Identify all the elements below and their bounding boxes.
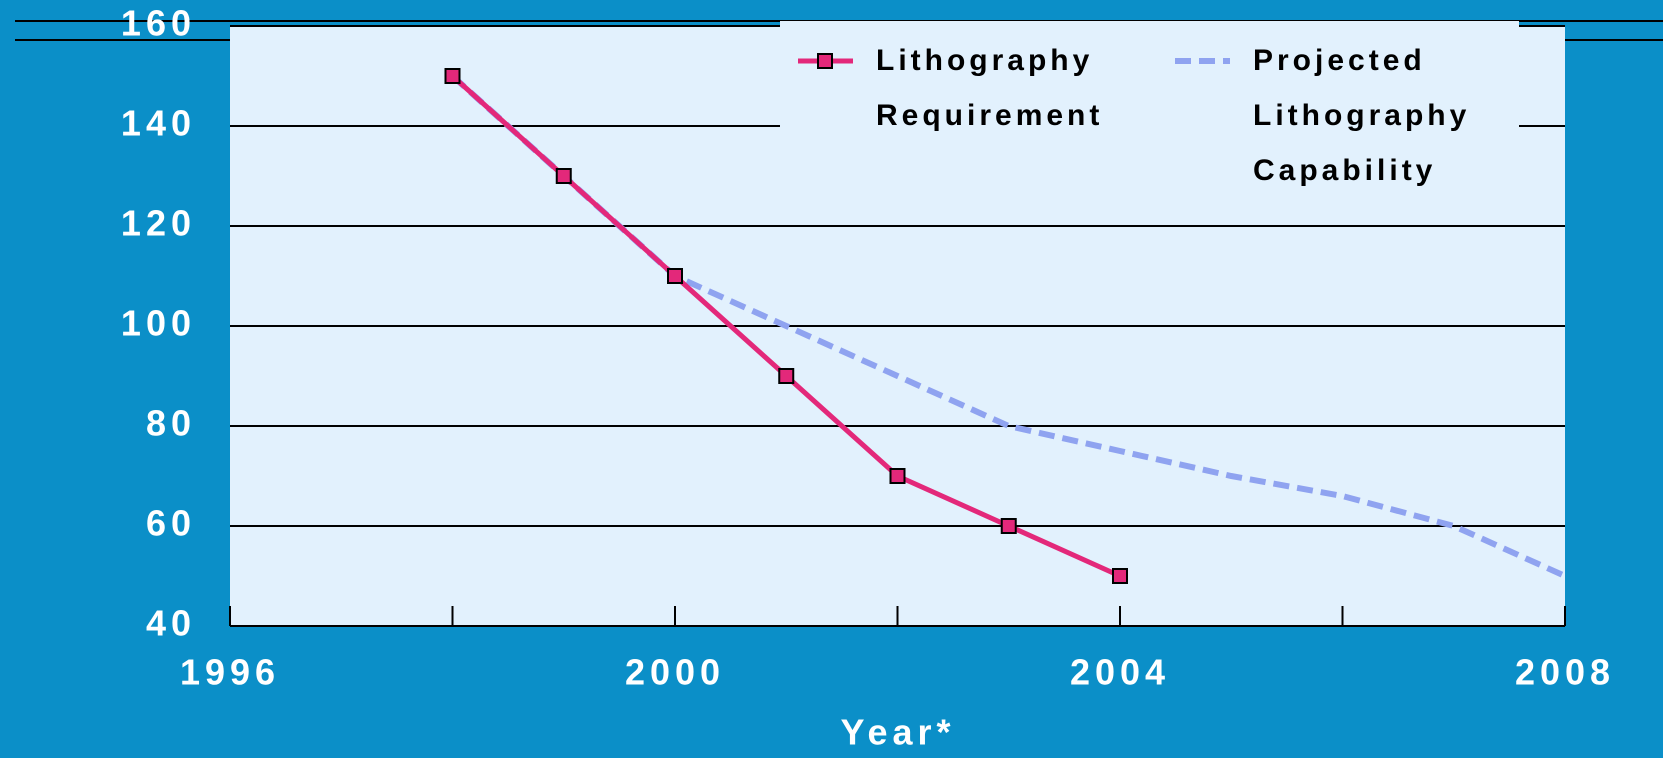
y-tick-label: 60 <box>146 503 196 544</box>
marker <box>1000 518 1017 534</box>
y-tick-label: 160 <box>121 3 196 44</box>
legend-label: Projected Lithography Capability <box>1253 44 1471 187</box>
y-tick-label: 100 <box>121 303 196 344</box>
marker <box>667 268 683 284</box>
marker <box>444 68 461 84</box>
y-tick-label: 80 <box>146 403 196 444</box>
legend-box <box>780 21 1519 133</box>
marker <box>778 368 795 384</box>
legend-label: Lithography Requirement <box>876 44 1104 132</box>
y-tick-label: 40 <box>146 603 196 644</box>
x-tick-label: 2000 <box>625 652 725 693</box>
marker <box>555 168 572 184</box>
marker <box>889 468 906 484</box>
y-tick-label: 120 <box>121 203 196 244</box>
y-tick-label: 140 <box>121 103 196 144</box>
x-axis-title: Year* <box>840 712 955 753</box>
x-tick-label: 1996 <box>180 652 280 693</box>
marker <box>1112 568 1128 584</box>
x-tick-label: 2008 <box>1515 652 1615 693</box>
x-tick-label: 2004 <box>1070 652 1170 693</box>
legend-marker <box>817 53 833 69</box>
